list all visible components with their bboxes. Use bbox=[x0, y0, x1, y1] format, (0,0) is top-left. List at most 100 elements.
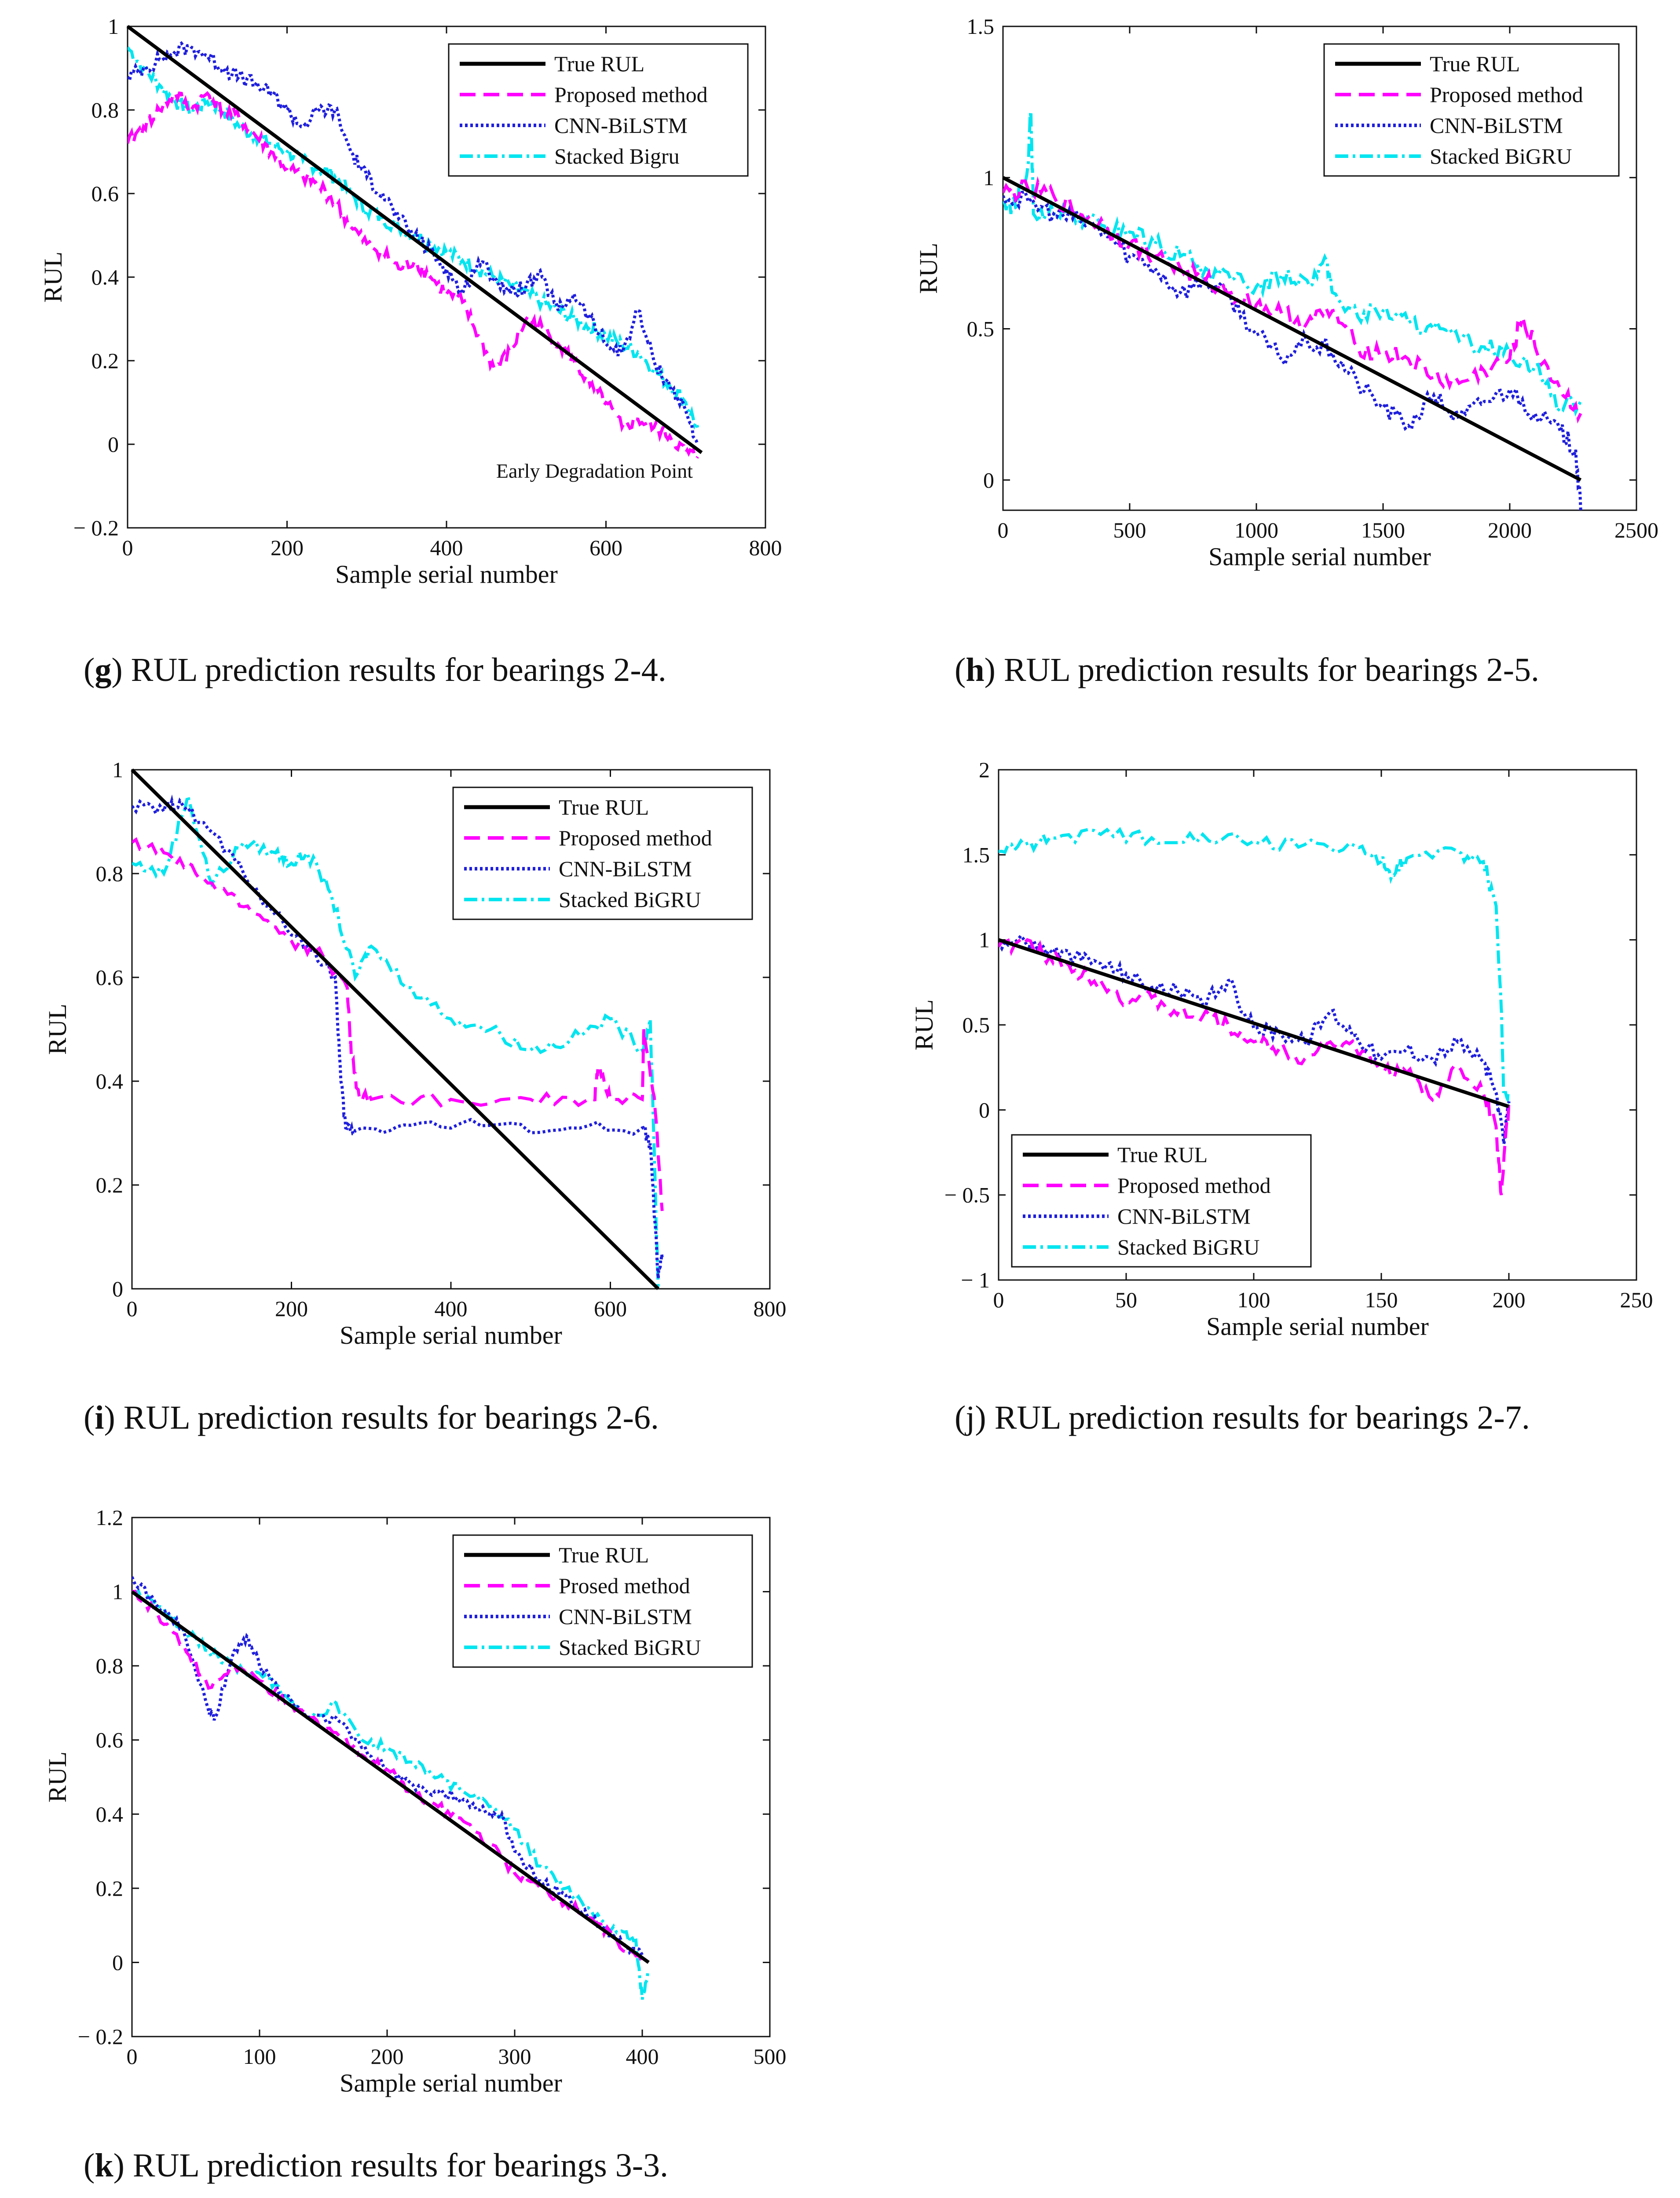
x-tick-label: 0 bbox=[127, 1296, 138, 1321]
y-tick-label: 0.4 bbox=[96, 1802, 124, 1826]
chart-k: 0 100 200 300 400 500− 0.200.20.40.60.811.2Sa… bbox=[43, 1505, 787, 2097]
y-tick-label: 0.2 bbox=[96, 1876, 124, 1901]
y-tick-label: − 0.2 bbox=[73, 516, 119, 540]
y-tick-label: 0.8 bbox=[96, 1653, 124, 1678]
legend-entry: CNN-BiLSTM bbox=[554, 113, 688, 138]
legend-entry: True RUL bbox=[559, 795, 649, 819]
chart-panel-g: 0 200 400 600 800− 0.2 0 0.2 0.4 0.6 0.8 1 Sample s… bbox=[0, 0, 818, 633]
y-tick-label: 0.8 bbox=[92, 98, 119, 122]
series-line-cnn-bilstm bbox=[132, 794, 664, 1279]
series-line-true-rul bbox=[126, 25, 703, 454]
plot-frame bbox=[131, 1517, 771, 2037]
legend-entry: CNN-BiLSTM bbox=[1430, 113, 1563, 138]
y-axis-label: RUL bbox=[43, 1752, 72, 1803]
caption-g-text: RUL prediction results for bearings 2-4. bbox=[122, 651, 666, 688]
x-tick-label: 250 bbox=[1620, 1287, 1653, 1312]
legend-entry: Proposed method bbox=[559, 826, 712, 850]
legend-entry: Stacked BiGRU bbox=[1117, 1235, 1260, 1259]
legend-entry: Prosed method bbox=[559, 1573, 690, 1598]
x-tick-label: 500 bbox=[1113, 518, 1146, 542]
series-line-proposed-method bbox=[132, 837, 664, 1211]
y-tick-label: 0.4 bbox=[96, 1069, 124, 1094]
legend-box bbox=[1011, 1134, 1312, 1268]
x-tick-label: 1500 bbox=[1361, 518, 1405, 542]
legend-entry: Proposed method bbox=[554, 82, 708, 107]
x-tick-label: 200 bbox=[1493, 1287, 1526, 1312]
x-tick-label: 2500 bbox=[1614, 518, 1658, 542]
x-tick-label: 800 bbox=[749, 535, 782, 560]
y-tick-label: 1 bbox=[108, 14, 119, 39]
x-tick-label: 200 bbox=[275, 1296, 308, 1321]
series-line-true-rul bbox=[998, 938, 1510, 1108]
y-tick-label: 0.4 bbox=[92, 265, 119, 289]
series-line-cnn-bilstm bbox=[132, 1576, 644, 1956]
caption-i-letter: i bbox=[95, 1399, 104, 1436]
caption-j-text: RUL prediction results for bearings 2-7. bbox=[986, 1399, 1530, 1436]
series-line-true-rul bbox=[131, 1590, 650, 1964]
y-tick-label: − 0.2 bbox=[78, 2024, 123, 2049]
x-tick-label: 200 bbox=[271, 535, 304, 560]
x-tick-label: 0 bbox=[122, 535, 133, 560]
x-tick-label: 600 bbox=[594, 1296, 627, 1321]
legend-entry: Stacked BiGRU bbox=[559, 1635, 701, 1660]
x-tick-label: 50 bbox=[1115, 1287, 1137, 1312]
series-line-proposed-method bbox=[128, 91, 699, 462]
legend-entry: Proposed method bbox=[1117, 1173, 1271, 1198]
plot-frame bbox=[1002, 26, 1637, 511]
legend-entry: Stacked Bigru bbox=[554, 144, 680, 168]
chart-i: 0 200 400 600 800 0 0.2 0.4 0.6 0.8 1 Sample serial… bbox=[43, 757, 787, 1350]
y-tick-label: 2 bbox=[979, 757, 990, 782]
x-tick-label: 100 bbox=[243, 2044, 276, 2069]
y-tick-label: 0.5 bbox=[967, 317, 995, 341]
y-tick-label: 0.5 bbox=[963, 1013, 990, 1037]
x-axis-label: Sample serial number bbox=[335, 560, 558, 589]
caption-i: (i) RUL prediction results for bearings … bbox=[84, 1399, 659, 1436]
legend-entry: True RUL bbox=[1117, 1142, 1208, 1167]
x-tick-label: 150 bbox=[1365, 1287, 1398, 1312]
y-tick-label: 0.6 bbox=[92, 181, 119, 206]
chart-j: 0 50 100 150 200 250 − 1 − 0.5 0 0.5 1 1.5 2 Sample s… bbox=[910, 757, 1653, 1341]
caption-j: (j) RUL prediction results for bearings … bbox=[955, 1399, 1530, 1437]
series-line-stacked-bigru bbox=[1003, 110, 1582, 417]
caption-i-text: RUL prediction results for bearings 2-6. bbox=[115, 1399, 659, 1436]
caption-k-text: RUL prediction results for bearings 3-3. bbox=[124, 2147, 669, 2184]
chart-panel-j: 0 50 100 150 200 250 − 1 − 0.5 0 0.5 1 1.5 2 Sample s… bbox=[871, 748, 1680, 1381]
x-tick-label: 2000 bbox=[1488, 518, 1532, 542]
legend-entry: True RUL bbox=[1430, 51, 1520, 76]
y-tick-label: − 0.5 bbox=[944, 1183, 990, 1207]
y-axis-label: RUL bbox=[910, 999, 938, 1050]
x-tick-label: 500 bbox=[754, 2044, 787, 2069]
x-tick-label: 100 bbox=[1237, 1287, 1270, 1312]
y-tick-label: 1 bbox=[983, 165, 994, 190]
legend-entry: Proposed method bbox=[1430, 82, 1583, 107]
legend-entry: CNN-BiLSTM bbox=[559, 1604, 692, 1629]
x-tick-label: 0 bbox=[993, 1287, 1004, 1312]
x-axis-label: Sample serial number bbox=[1206, 1312, 1429, 1341]
series-line-true-rul bbox=[131, 768, 660, 1290]
chart-panel-h: 0 500 1000 1500 2000 2500 0 0.5 1 1.5 Sample seria… bbox=[871, 0, 1680, 633]
y-tick-label: 0 bbox=[108, 432, 119, 457]
legend-entry: Stacked BiGRU bbox=[559, 887, 701, 912]
caption-k-letter: k bbox=[95, 2147, 113, 2184]
legend-entry: True RUL bbox=[559, 1543, 649, 1567]
series-line-cnn-bilstm bbox=[999, 933, 1511, 1145]
x-tick-label: 200 bbox=[371, 2044, 404, 2069]
legend-box bbox=[1323, 43, 1620, 177]
caption-j-paren: (j) bbox=[955, 1399, 986, 1436]
y-tick-label: 0 bbox=[983, 468, 994, 492]
legend-entry: CNN-BiLSTM bbox=[559, 856, 692, 881]
series-line-prosed-method bbox=[132, 1590, 644, 1963]
y-tick-label: − 1 bbox=[961, 1268, 990, 1292]
x-axis-label: Sample serial number bbox=[1208, 542, 1431, 571]
legend-entry: True RUL bbox=[554, 51, 644, 76]
y-tick-label: 0.6 bbox=[96, 965, 124, 990]
y-tick-label: 0.2 bbox=[92, 348, 119, 373]
x-tick-label: 600 bbox=[589, 535, 622, 560]
annotation-early-degradation: Early Degradation Point bbox=[496, 460, 693, 482]
legend-box bbox=[448, 43, 749, 177]
x-tick-label: 400 bbox=[430, 535, 463, 560]
caption-k: (k) RUL prediction results for bearings … bbox=[84, 2147, 669, 2184]
x-tick-label: 400 bbox=[626, 2044, 659, 2069]
y-tick-label: 0 bbox=[112, 1950, 123, 1975]
